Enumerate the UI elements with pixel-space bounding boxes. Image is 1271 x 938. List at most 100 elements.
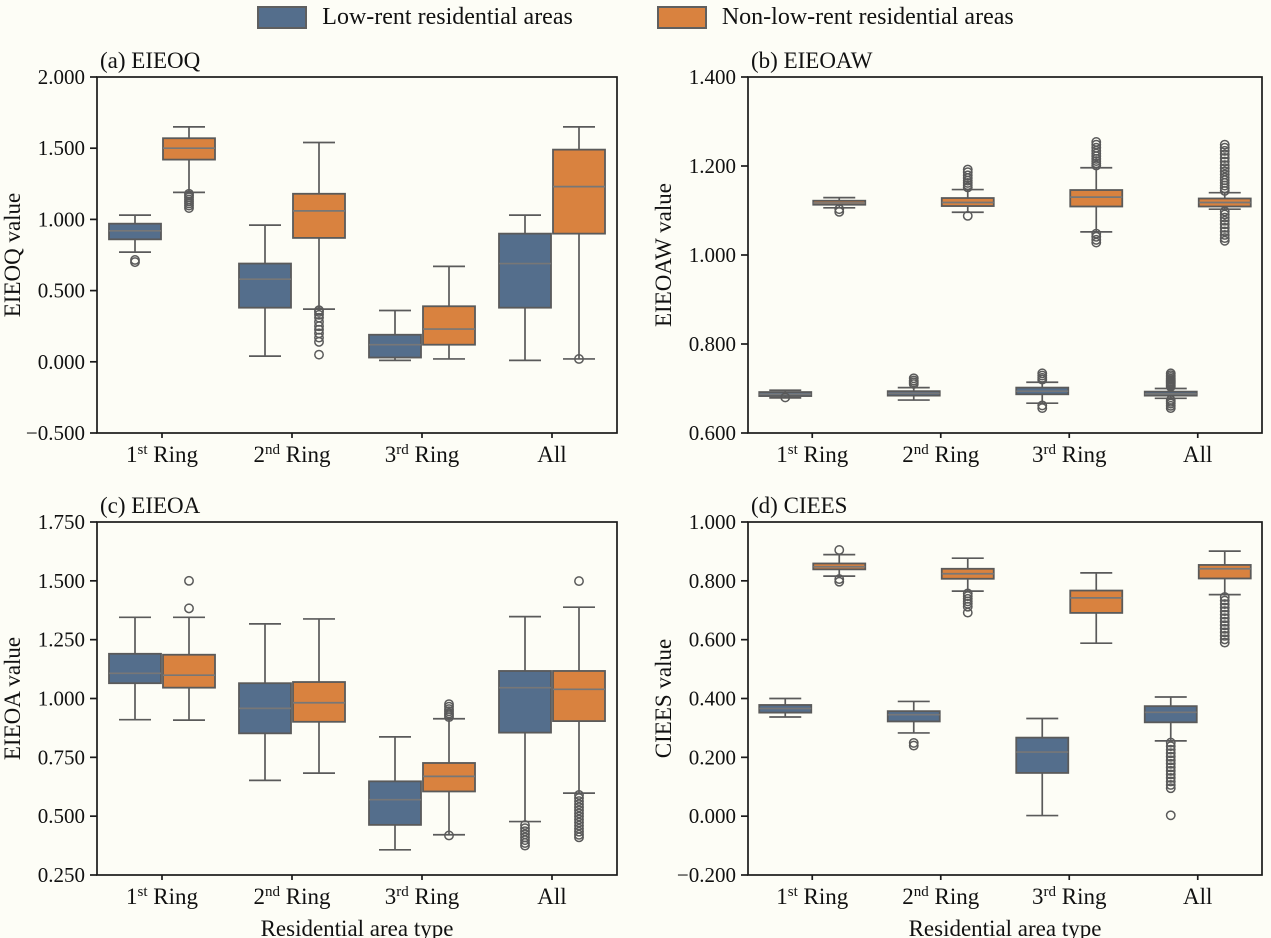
box-non-0: [162, 575, 216, 722]
y-tick-label: 1.500: [38, 136, 85, 160]
box-rect: [238, 262, 292, 309]
x-tick-label: All: [537, 442, 566, 467]
box-rect: [552, 670, 606, 722]
box-rect: [1143, 705, 1198, 724]
outlier-point: [908, 737, 919, 748]
outlier-point: [1219, 209, 1230, 220]
outlier-point: [314, 312, 324, 323]
outlier-point: [1219, 627, 1230, 638]
outlier-point: [1219, 222, 1230, 233]
non-low-rent-swatch: [656, 5, 707, 29]
y-tick-label: 0.800: [689, 332, 736, 356]
y-tick-label: 1.500: [38, 569, 85, 593]
outlier-point: [1091, 237, 1102, 248]
legend: Low-rent residential areas Non-low-rent …: [0, 0, 1271, 34]
outlier-point: [962, 210, 973, 221]
outlier-point: [1219, 634, 1230, 645]
outlier-point: [184, 188, 194, 199]
box-rect: [498, 232, 552, 309]
axes-frame: [96, 76, 618, 434]
outlier-point: [1037, 400, 1048, 411]
box-low-3: [498, 615, 552, 851]
panel-title: (d) CIEES: [751, 493, 847, 518]
y-axis-label: EIEOA value: [0, 637, 25, 760]
box-non-2: [1069, 137, 1124, 248]
box-low-0: [758, 389, 813, 403]
y-tick-label: 2.000: [38, 65, 85, 89]
outlier-point: [1091, 139, 1102, 150]
box-non-2: [422, 699, 476, 841]
outlier-point: [962, 167, 973, 178]
outlier-point: [1219, 163, 1230, 174]
x-tick-label: 1st Ring: [126, 884, 198, 909]
outlier-point: [1165, 762, 1176, 773]
y-tick-label: 0.000: [38, 350, 85, 374]
y-tick-label: 0.600: [689, 421, 736, 445]
outlier-point: [1219, 623, 1230, 634]
x-tick-label: 1st Ring: [776, 442, 848, 467]
outlier-point: [1165, 368, 1176, 379]
outlier-point: [834, 206, 845, 217]
x-tick-label: 2nd Ring: [902, 442, 979, 467]
outlier-point: [1219, 630, 1230, 641]
outlier-point: [1165, 755, 1176, 766]
outlier-point: [834, 576, 845, 587]
box-non-0: [812, 544, 867, 587]
y-tick-label: −0.200: [677, 863, 736, 887]
outlier-point: [314, 305, 324, 316]
outlier-point: [962, 170, 973, 181]
outlier-point: [574, 832, 584, 843]
y-tick-label: 1.000: [689, 243, 736, 267]
outlier-point: [574, 820, 584, 831]
panel-title: (b) EIEOAW: [751, 48, 873, 73]
y-tick-label: 0.400: [689, 687, 736, 711]
outlier-point: [1219, 230, 1230, 240]
outlier-point: [1219, 637, 1230, 648]
box-non-3: [552, 125, 606, 364]
box-non-0: [162, 125, 216, 213]
x-tick-label: 3rd Ring: [385, 442, 460, 467]
box-rect: [422, 305, 476, 346]
x-axis-label: Residential area type: [909, 916, 1102, 938]
box-non-1: [292, 618, 346, 774]
outlier-point: [1219, 602, 1230, 613]
outlier-point: [834, 544, 845, 555]
x-tick-label: 1st Ring: [126, 442, 198, 467]
outlier-point: [574, 817, 584, 828]
x-tick-label: 3rd Ring: [1032, 442, 1107, 467]
legend-item-non-low-rent: Non-low-rent residential areas: [656, 4, 1014, 31]
legend-item-low-rent: Low-rent residential areas: [257, 4, 573, 31]
box-non-3: [1197, 550, 1252, 648]
outlier-point: [1219, 599, 1230, 610]
box-low-2: [1015, 717, 1070, 817]
box-low-0: [108, 214, 162, 268]
box-non-2: [1069, 572, 1124, 645]
y-tick-label: 1.250: [38, 628, 85, 652]
outlier-point: [1219, 212, 1230, 223]
y-tick-label: 0.200: [689, 745, 736, 769]
y-tick-label: 1.000: [689, 510, 736, 534]
outlier-point: [1219, 613, 1230, 624]
box-low-2: [368, 736, 422, 851]
outlier-point: [520, 835, 530, 846]
outlier-point: [962, 164, 973, 175]
y-tick-label: 1.000: [38, 687, 85, 711]
outlier-point: [574, 808, 584, 819]
box-rect: [886, 710, 941, 723]
y-tick-label: 0.500: [38, 279, 85, 303]
box-low-3: [498, 214, 552, 362]
outlier-point: [520, 820, 530, 831]
outlier-point: [314, 328, 324, 339]
outlier-point: [780, 392, 791, 403]
panel-a-eieoq-chart: 2.000 1.500 1.000 0.500 0.000 −0.500 (a) EIEOQ…: [0, 48, 618, 467]
x-axis-label: Residential area type: [261, 916, 454, 938]
outlier-point: [1165, 776, 1176, 787]
outlier-point: [1037, 403, 1048, 414]
outlier-point: [574, 805, 584, 816]
y-tick-label: 1.200: [689, 154, 736, 178]
panel-title: (a) EIEOQ: [100, 48, 201, 73]
box-rect: [1015, 736, 1070, 774]
box-rect: [368, 333, 422, 359]
outlier-point: [444, 830, 454, 841]
box-low-1: [886, 373, 941, 401]
